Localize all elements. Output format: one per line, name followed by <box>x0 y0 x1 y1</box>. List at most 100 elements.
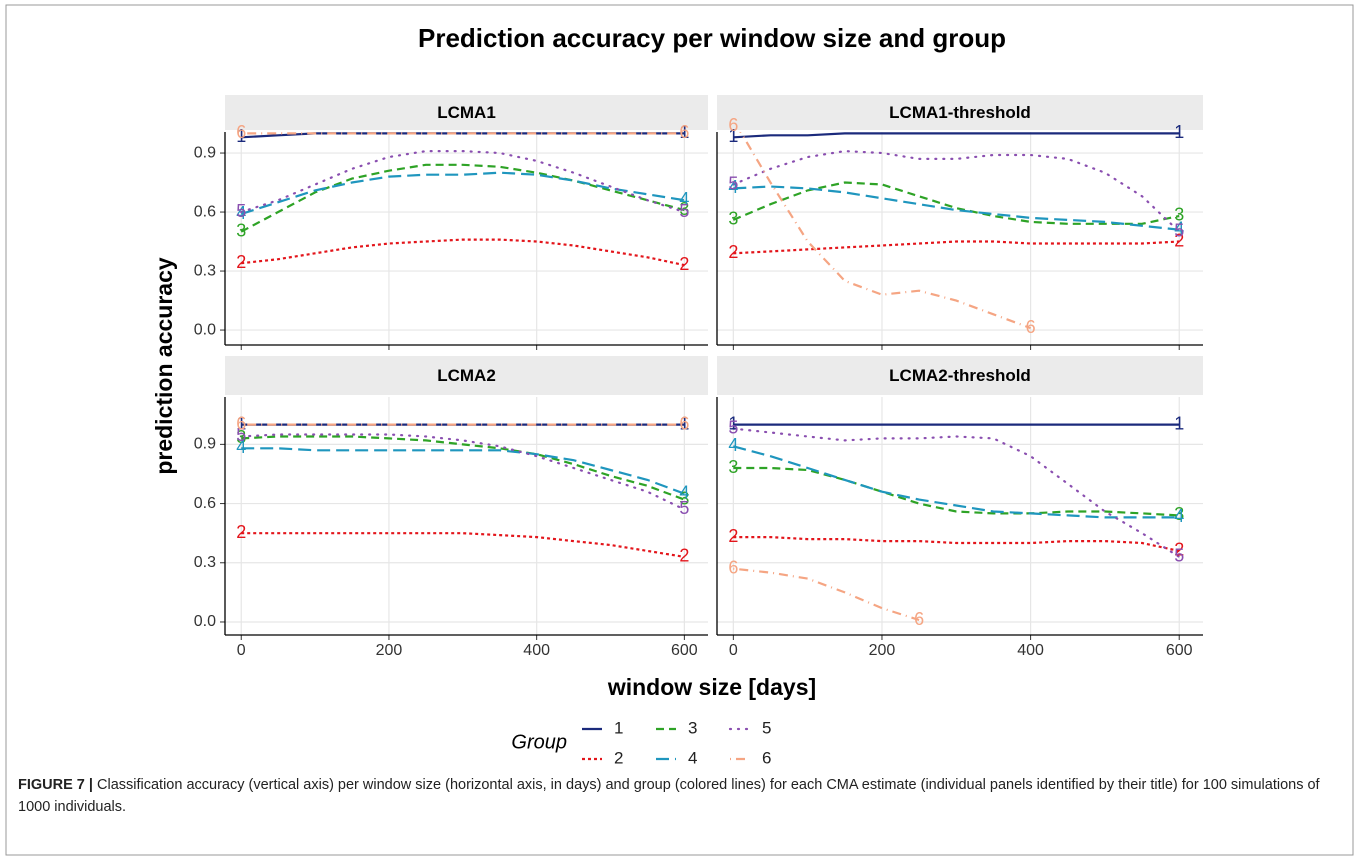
series-line <box>241 447 685 495</box>
end-label: 6 <box>728 557 738 577</box>
legend-label: 1 <box>614 718 623 737</box>
end-label: 2 <box>728 526 738 546</box>
panel-title: LCMA2 <box>437 366 496 385</box>
end-label: 6 <box>236 122 246 142</box>
end-label: 5 <box>236 425 246 445</box>
y-tick-label: 0.3 <box>194 262 216 279</box>
end-label: 6 <box>1026 317 1036 337</box>
y-tick-label: 0.3 <box>194 554 216 571</box>
series-line <box>733 536 1180 552</box>
chart-title: Prediction accuracy per window size and … <box>418 23 1006 53</box>
end-label: 5 <box>1174 220 1184 240</box>
panel-title: LCMA2-threshold <box>889 366 1031 385</box>
y-axis-title: prediction accuracy <box>151 257 177 475</box>
series-line <box>240 433 686 511</box>
legend-label: 6 <box>762 748 771 767</box>
end-label: 4 <box>679 189 689 209</box>
end-label: 2 <box>679 546 689 566</box>
series-line <box>732 149 1181 233</box>
x-tick-label: 0 <box>729 642 738 659</box>
series-line <box>733 466 1180 517</box>
plot-area <box>240 423 686 558</box>
end-label: 6 <box>728 115 738 135</box>
figure-border <box>5 4 1354 856</box>
y-tick-label: 0.9 <box>194 436 216 453</box>
series-line <box>732 181 1180 225</box>
end-label: 5 <box>728 417 738 437</box>
strip <box>225 95 708 130</box>
end-label: 4 <box>236 437 246 457</box>
end-label: 2 <box>728 242 738 262</box>
end-label: 6 <box>679 413 689 433</box>
panel-title: LCMA1 <box>437 103 496 122</box>
x-tick-label: 200 <box>869 642 896 659</box>
end-label: 3 <box>728 209 738 229</box>
end-label: 2 <box>679 254 689 274</box>
end-label: 6 <box>236 413 246 433</box>
end-label: 3 <box>1174 205 1184 225</box>
legend-label: 4 <box>688 748 697 767</box>
x-tick-label: 600 <box>1166 642 1193 659</box>
end-label: 2 <box>1174 230 1184 250</box>
end-label: 3 <box>679 488 689 508</box>
series-line <box>241 532 685 558</box>
series-line <box>733 132 1180 139</box>
series-line <box>240 171 685 216</box>
end-label: 4 <box>1174 218 1184 238</box>
end-label: 4 <box>679 482 689 502</box>
strip <box>717 356 1203 395</box>
y-tick-label: 0.9 <box>194 144 216 161</box>
end-label: 1 <box>1174 413 1184 433</box>
x-tick-label: 200 <box>376 642 403 659</box>
series-line <box>240 150 686 214</box>
end-label: 5 <box>679 201 689 221</box>
y-tick-label: 0.0 <box>194 613 216 630</box>
end-label: 1 <box>679 122 689 142</box>
end-label: 4 <box>1174 506 1184 526</box>
end-label: 3 <box>1174 504 1184 524</box>
end-label: 1 <box>1174 122 1184 142</box>
end-label: 5 <box>1174 546 1184 566</box>
end-label: 1 <box>236 413 246 433</box>
plot-area <box>240 132 686 267</box>
plot-area <box>732 423 1181 622</box>
legend-title: Group <box>511 731 567 753</box>
end-label: 3 <box>236 220 246 240</box>
panel-title: LCMA1-threshold <box>889 103 1031 122</box>
end-label: 2 <box>236 252 246 272</box>
end-label: 1 <box>728 126 738 146</box>
series-line <box>241 238 685 267</box>
series-line <box>241 435 685 501</box>
x-tick-label: 400 <box>523 642 550 659</box>
strip <box>717 95 1203 130</box>
legend-label: 2 <box>614 748 623 767</box>
plot-area <box>732 132 1181 330</box>
end-label: 4 <box>236 203 246 223</box>
caption: FIGURE 7 | Classification accuracy (vert… <box>18 774 1338 818</box>
series-line <box>733 567 920 622</box>
series-line <box>733 185 1180 231</box>
series-line <box>240 163 685 233</box>
end-label: 5 <box>679 498 689 518</box>
series-line <box>733 240 1180 255</box>
end-label: 4 <box>728 177 738 197</box>
legend-label: 3 <box>688 718 697 737</box>
caption-label: FIGURE 7 | <box>18 777 93 793</box>
end-label: 1 <box>728 413 738 433</box>
x-tick-label: 600 <box>671 642 698 659</box>
end-label: 1 <box>679 413 689 433</box>
series-line <box>733 445 1180 519</box>
end-label: 4 <box>728 435 738 455</box>
legend-label: 5 <box>762 718 771 737</box>
end-label: 5 <box>728 173 738 193</box>
end-label: 3 <box>728 457 738 477</box>
end-label: 3 <box>679 199 689 219</box>
end-label: 1 <box>236 126 246 146</box>
caption-text: Classification accuracy (vertical axis) … <box>18 777 1320 815</box>
strip <box>225 356 708 395</box>
end-label: 2 <box>1174 540 1184 560</box>
y-tick-label: 0.6 <box>194 495 216 512</box>
end-label: 2 <box>236 522 246 542</box>
end-label: 5 <box>236 201 246 221</box>
